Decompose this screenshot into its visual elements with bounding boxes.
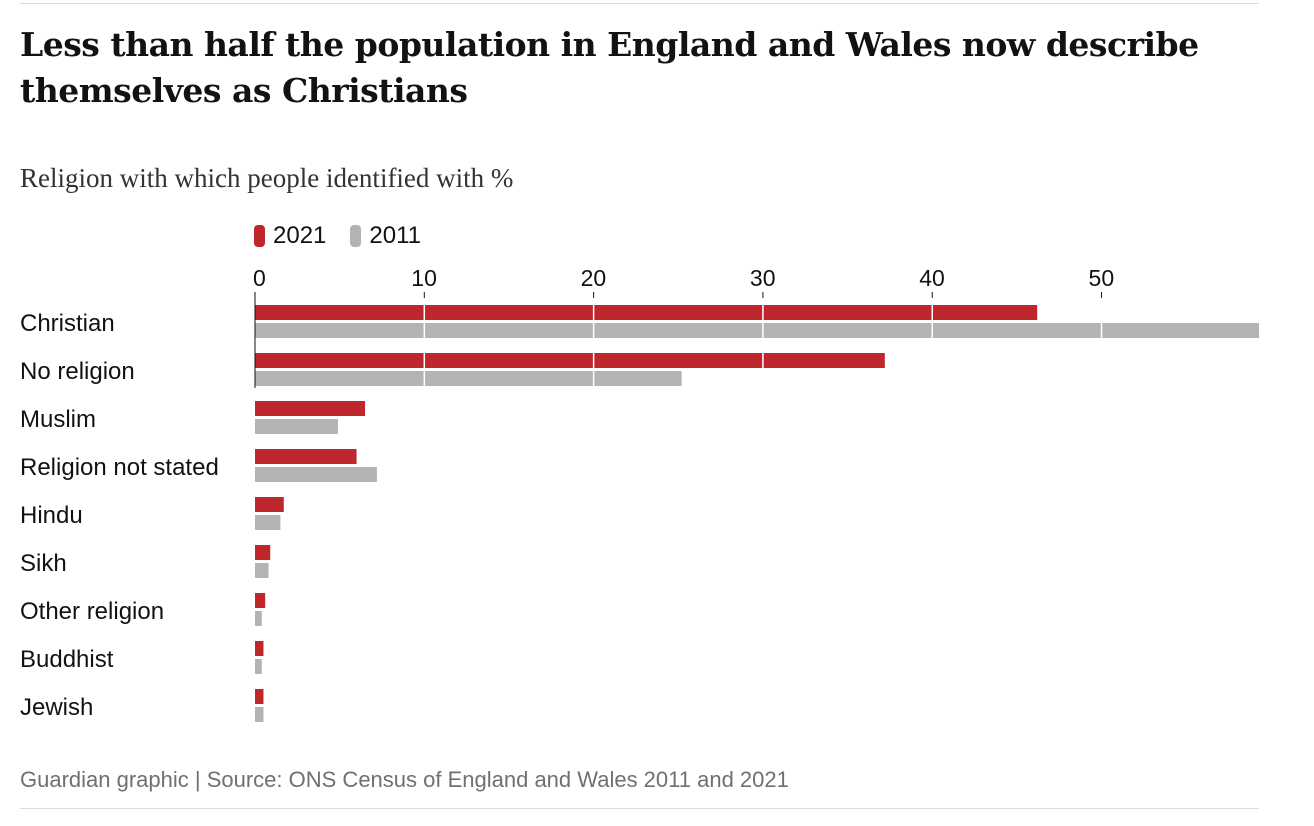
bar-religion-not-stated-2021 [255,449,357,464]
tick-label-30: 30 [750,265,776,291]
bottom-rule [20,808,1259,809]
bar-no-religion-2021 [255,353,885,368]
category-label-other-religion: Other religion [20,598,164,625]
category-label-hindu: Hindu [20,502,83,529]
legend-item-2021: 2021 [254,222,326,250]
legend-label-2011: 2011 [369,222,421,249]
legend-swatch-2021 [254,225,265,247]
tick-label-40: 40 [919,265,945,291]
bar-christian-2011 [255,323,1259,338]
bar-jewish-2011 [255,707,264,722]
bar-other-religion-2021 [255,593,266,608]
tick-label-20: 20 [581,265,607,291]
bar-no-religion-2011 [255,371,682,386]
bar-muslim-2011 [255,419,338,434]
bar-buddhist-2021 [255,641,264,656]
source-note: Guardian graphic | Source: ONS Census of… [20,767,789,792]
bar-muslim-2021 [255,401,366,416]
legend-label-2021: 2021 [273,222,327,249]
bar-hindu-2021 [255,497,284,512]
bar-jewish-2021 [255,689,264,704]
chart-title: Less than half the population in England… [20,25,1199,110]
bar-sikh-2011 [255,563,269,578]
legend: 2021 2011 [254,222,445,250]
bar-sikh-2021 [255,545,271,560]
chart-subtitle: Religion with which people identified wi… [20,163,514,193]
bar-hindu-2011 [255,515,281,530]
category-label-jewish: Jewish [20,694,93,721]
category-label-sikh: Sikh [20,550,67,577]
top-rule [20,3,1259,4]
category-label-no-religion: No religion [20,358,135,385]
tick-label-50: 50 [1089,265,1115,291]
category-label-christian: Christian [20,310,115,337]
bar-buddhist-2011 [255,659,262,674]
bar-christian-2021 [255,305,1038,320]
tick-label-0: 0 [253,265,266,291]
bar-chart: 0 10 20 30 40 50 Christian No religion Muslim Re… [20,265,1259,722]
tick-label-10: 10 [411,265,437,291]
legend-swatch-2011 [350,225,362,247]
category-label-religion-not-stated: Religion not stated [20,454,219,481]
bar-religion-not-stated-2011 [255,467,377,482]
gridlines-layer [254,292,1103,388]
category-labels-layer: Christian No religion Muslim Religion not s… [20,310,219,721]
category-label-buddhist: Buddhist [20,646,114,673]
category-label-muslim: Muslim [20,406,96,433]
bar-other-religion-2011 [255,611,262,626]
tick-labels-layer: 0 10 20 30 40 50 [253,265,1114,291]
bars-layer [255,305,1259,722]
legend-item-2011: 2011 [350,222,421,250]
